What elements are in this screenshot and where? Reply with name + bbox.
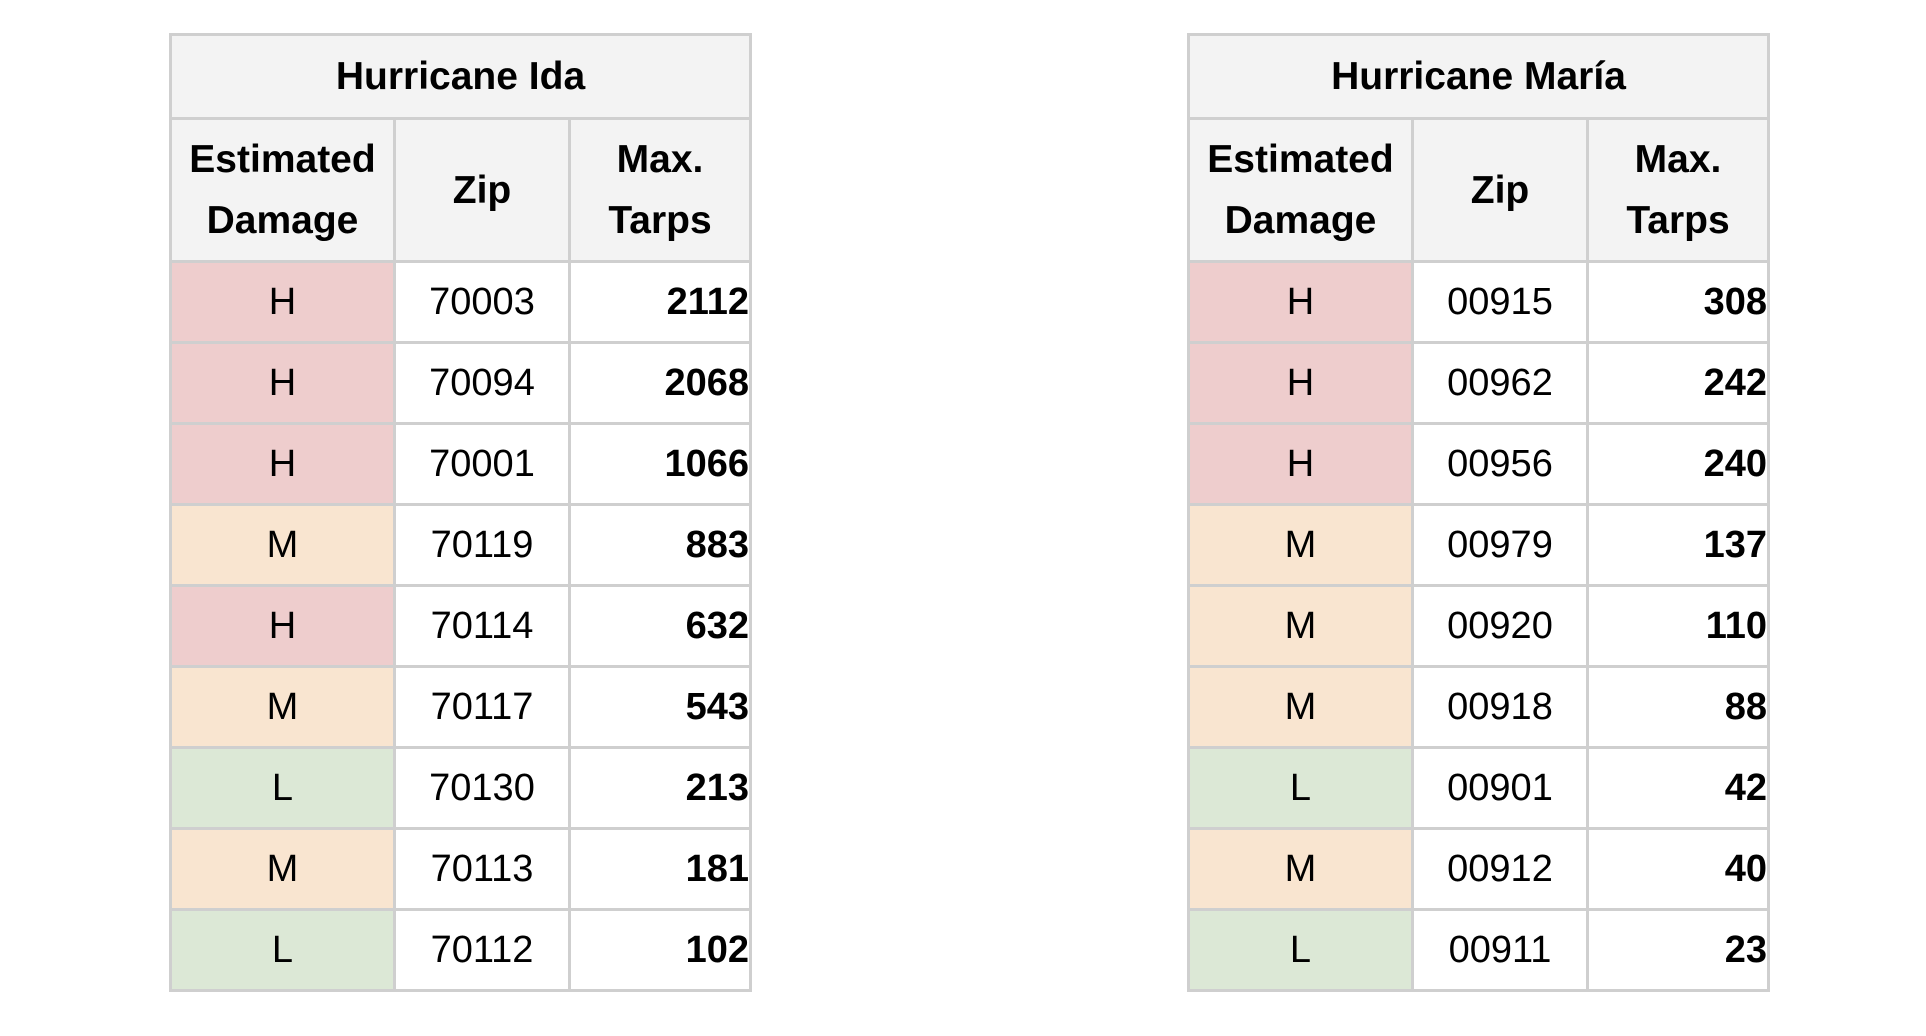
table-row: M 00979 137 xyxy=(1187,503,1770,587)
damage-cell: M xyxy=(1187,827,1414,911)
table-row: M 70117 543 xyxy=(169,665,753,749)
max-tarps-cell: 240 xyxy=(1586,422,1770,506)
damage-cell: L xyxy=(1187,908,1414,992)
max-tarps-cell: 543 xyxy=(567,665,753,749)
zip-cell: 70130 xyxy=(393,746,571,830)
header-max-tarps: Max. Tarps xyxy=(1586,117,1770,263)
zip-cell: 00911 xyxy=(1411,908,1589,992)
max-tarps-cell: 110 xyxy=(1586,584,1770,668)
max-tarps-cell: 23 xyxy=(1586,908,1770,992)
damage-cell: H xyxy=(169,422,396,506)
max-tarps-cell: 632 xyxy=(567,584,753,668)
table-row: H 00915 308 xyxy=(1187,260,1770,344)
table-row: H 70001 1066 xyxy=(169,422,753,506)
max-tarps-cell: 2112 xyxy=(567,260,753,344)
max-tarps-cell: 181 xyxy=(567,827,753,911)
zip-cell: 00956 xyxy=(1411,422,1589,506)
header-zip: Zip xyxy=(393,117,571,263)
zip-cell: 70094 xyxy=(393,341,571,425)
max-tarps-cell: 213 xyxy=(567,746,753,830)
zip-cell: 00979 xyxy=(1411,503,1589,587)
damage-cell: H xyxy=(169,260,396,344)
table-row: L 70130 213 xyxy=(169,746,753,830)
table-row: H 70094 2068 xyxy=(169,341,753,425)
max-tarps-cell: 40 xyxy=(1586,827,1770,911)
zip-cell: 70001 xyxy=(393,422,571,506)
damage-cell: M xyxy=(1187,584,1414,668)
max-tarps-cell: 42 xyxy=(1586,746,1770,830)
table-row: H 70003 2112 xyxy=(169,260,753,344)
table-row: L 00901 42 xyxy=(1187,746,1770,830)
zip-cell: 70112 xyxy=(393,908,571,992)
table-row: M 00920 110 xyxy=(1187,584,1770,668)
zip-cell: 70003 xyxy=(393,260,571,344)
table-row: M 00912 40 xyxy=(1187,827,1770,911)
zip-cell: 00918 xyxy=(1411,665,1589,749)
table-row: H 00962 242 xyxy=(1187,341,1770,425)
damage-cell: H xyxy=(1187,260,1414,344)
damage-cell: H xyxy=(1187,341,1414,425)
zip-cell: 00901 xyxy=(1411,746,1589,830)
header-max-tarps: Max. Tarps xyxy=(567,117,753,263)
table-row: M 70119 883 xyxy=(169,503,753,587)
table-body: H 70003 2112 H 70094 2068 H 70001 1066 M 70119 883 H… xyxy=(169,260,753,992)
zip-cell: 70113 xyxy=(393,827,571,911)
zip-cell: 00920 xyxy=(1411,584,1589,668)
zip-cell: 70119 xyxy=(393,503,571,587)
max-tarps-cell: 1066 xyxy=(567,422,753,506)
max-tarps-cell: 137 xyxy=(1586,503,1770,587)
damage-cell: H xyxy=(169,584,396,668)
zip-cell: 00915 xyxy=(1411,260,1589,344)
zip-cell: 00962 xyxy=(1411,341,1589,425)
damage-cell: M xyxy=(1187,665,1414,749)
table-title: Hurricane Ida xyxy=(168,33,753,120)
damage-cell: M xyxy=(169,665,396,749)
max-tarps-cell: 2068 xyxy=(567,341,753,425)
table-row: M 00918 88 xyxy=(1187,665,1770,749)
damage-cell: H xyxy=(169,341,396,425)
damage-cell: M xyxy=(169,827,396,911)
damage-cell: L xyxy=(169,746,396,830)
damage-cell: L xyxy=(169,908,396,992)
table-row: L 70112 102 xyxy=(169,908,753,992)
table-row: H 70114 632 xyxy=(169,584,753,668)
hurricane-maria-table: Hurricane María Estimated Damage Zip Max… xyxy=(1187,33,1770,992)
zip-cell: 70114 xyxy=(393,584,571,668)
table-title: Hurricane María xyxy=(1187,33,1770,120)
max-tarps-cell: 308 xyxy=(1586,260,1770,344)
damage-cell: H xyxy=(1187,422,1414,506)
zip-cell: 70117 xyxy=(393,665,571,749)
table-body: H 00915 308 H 00962 242 H 00956 240 M 00979 137 M 009… xyxy=(1187,260,1770,992)
zip-cell: 00912 xyxy=(1411,827,1589,911)
table-row: H 00956 240 xyxy=(1187,422,1770,506)
damage-cell: M xyxy=(1187,503,1414,587)
damage-cell: M xyxy=(169,503,396,587)
max-tarps-cell: 88 xyxy=(1586,665,1770,749)
damage-cell: L xyxy=(1187,746,1414,830)
hurricane-ida-table: Hurricane Ida Estimated Damage Zip Max. … xyxy=(168,33,753,992)
table-row: L 00911 23 xyxy=(1187,908,1770,992)
max-tarps-cell: 883 xyxy=(567,503,753,587)
header-estimated-damage: Estimated Damage xyxy=(169,117,396,263)
header-estimated-damage: Estimated Damage xyxy=(1187,117,1414,263)
header-zip: Zip xyxy=(1411,117,1589,263)
max-tarps-cell: 102 xyxy=(567,908,753,992)
table-row: M 70113 181 xyxy=(169,827,753,911)
max-tarps-cell: 242 xyxy=(1586,341,1770,425)
